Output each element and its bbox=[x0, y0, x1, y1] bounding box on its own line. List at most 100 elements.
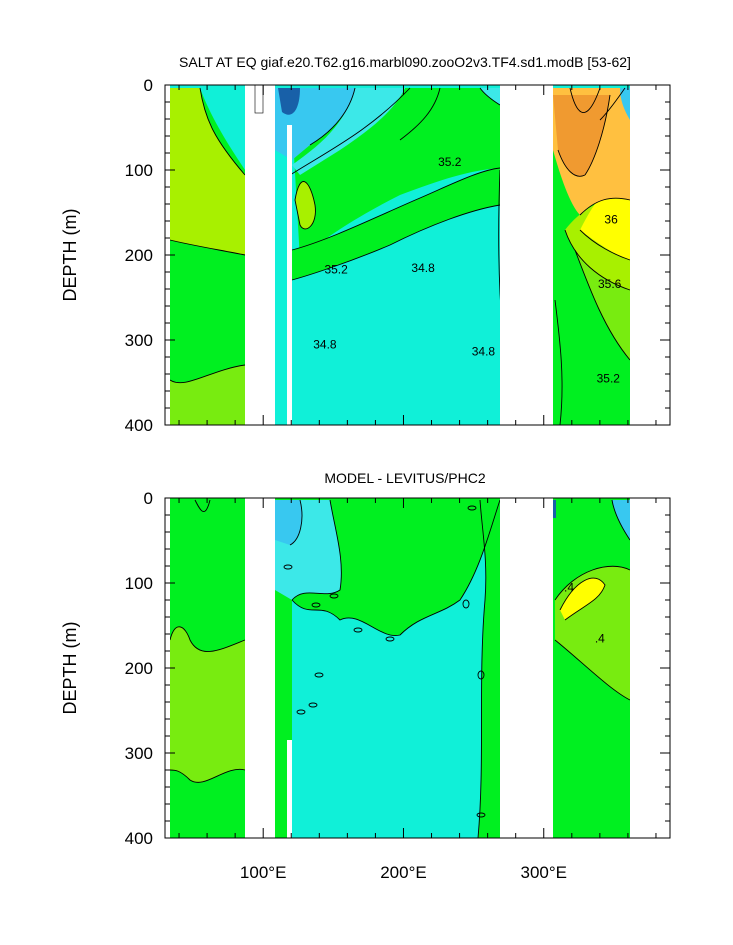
contour-line bbox=[291, 499, 342, 601]
land-mask bbox=[254, 85, 264, 114]
contour-line bbox=[477, 499, 487, 838]
contour-label: 34.8 bbox=[313, 338, 337, 352]
contour-line bbox=[169, 768, 246, 783]
fill-negative-atl-corner bbox=[612, 500, 630, 540]
panel-1-ticks: 0 100 200 300 400 bbox=[125, 76, 670, 435]
panel-2-ylabel: DEPTH (m) bbox=[60, 622, 80, 715]
contour-label: .4 bbox=[595, 632, 605, 646]
panel-2-contour-fills bbox=[165, 498, 670, 838]
contour-label: 34.8 bbox=[411, 261, 435, 275]
contour-oval bbox=[353, 627, 363, 633]
fill-positive-strong-atl bbox=[560, 578, 605, 620]
contour-line bbox=[584, 94, 611, 176]
fill-low-atl-corner bbox=[620, 88, 630, 120]
panel-2-contour-lines bbox=[169, 499, 631, 838]
contour-line bbox=[559, 577, 606, 621]
land-mask bbox=[500, 85, 553, 425]
contour-line bbox=[569, 87, 601, 113]
land-mask bbox=[245, 85, 275, 425]
contour-oval bbox=[476, 812, 486, 818]
contour-oval bbox=[283, 564, 293, 570]
panel-1: SALT AT EQ giaf.e20.T62.g16.marbl090.zoo… bbox=[60, 54, 671, 435]
contour-oval bbox=[467, 505, 477, 511]
contour-oval bbox=[296, 709, 306, 715]
panel-2: MODEL - LEVITUS/PHC2 bbox=[60, 470, 671, 882]
fill-orange-atl bbox=[553, 95, 610, 177]
contour-line bbox=[169, 239, 246, 256]
fill-positive-ep bbox=[478, 500, 500, 838]
contour-oval bbox=[314, 672, 324, 678]
contour-line bbox=[291, 499, 501, 636]
contour-oval bbox=[329, 593, 339, 599]
panel-1-title: SALT AT EQ giaf.e20.T62.g16.marbl090.zoo… bbox=[179, 54, 631, 70]
contour-line bbox=[309, 87, 356, 146]
contour-line bbox=[169, 364, 246, 384]
y-tick-label: 300 bbox=[125, 744, 153, 763]
contour-line bbox=[611, 499, 631, 541]
fill-green-band bbox=[292, 168, 500, 280]
contour-line bbox=[291, 167, 501, 251]
y-tick-label: 100 bbox=[125, 161, 153, 180]
contour-line bbox=[399, 87, 441, 141]
contour-line bbox=[599, 87, 626, 121]
fill-cyan-left-top bbox=[200, 88, 245, 170]
contour-line bbox=[579, 197, 631, 216]
fill-lowmid-cyan-wp bbox=[292, 88, 405, 175]
fill-negative-wp bbox=[275, 500, 302, 545]
land-mask bbox=[245, 498, 275, 838]
contour-line bbox=[554, 565, 631, 601]
contour-line bbox=[289, 499, 303, 546]
panel-2-contour-labels: .4 .4 bbox=[564, 581, 605, 646]
land-mask bbox=[500, 498, 553, 838]
x-tick-label: 300°E bbox=[520, 863, 567, 882]
y-tick-label: 300 bbox=[125, 331, 153, 350]
panel-1-ylabel: DEPTH (m) bbox=[60, 209, 80, 302]
x-tick-label: 200°E bbox=[380, 863, 427, 882]
panel-2-ticks: 0 100 200 300 400 100°E 200°E 300°E bbox=[125, 489, 670, 882]
y-tick-label: 0 bbox=[144, 76, 153, 95]
land-mask bbox=[287, 125, 292, 425]
fill-near-zero-neg bbox=[292, 500, 500, 838]
contour-label: 35.2 bbox=[324, 263, 348, 277]
fill-lowest-wp bbox=[278, 88, 300, 115]
contour-oval bbox=[311, 602, 321, 608]
contour-line bbox=[199, 87, 246, 176]
contour-oval bbox=[462, 599, 470, 609]
x-tick-label: 100°E bbox=[240, 863, 287, 882]
contour-line bbox=[289, 87, 411, 176]
contour-line bbox=[194, 499, 211, 512]
fill-cyan-ep bbox=[480, 88, 500, 105]
fill-lightgreen-left bbox=[170, 365, 245, 425]
fill-positive-left bbox=[170, 626, 245, 783]
contour-oval bbox=[308, 702, 318, 708]
contour-label: 36 bbox=[604, 213, 618, 227]
y-tick-label: 200 bbox=[125, 246, 153, 265]
panel-1-contour-fills bbox=[165, 85, 670, 425]
panel-1-contour-labels: 35.2 35.2 34.8 34.8 34.8 36 35.6 35.2 bbox=[313, 155, 621, 386]
contour-line bbox=[557, 149, 586, 177]
contour-line bbox=[554, 639, 631, 701]
contour-line bbox=[294, 181, 316, 230]
contour-label: 35.2 bbox=[438, 155, 462, 169]
contour-line bbox=[554, 299, 563, 425]
fill-lightgreen-central bbox=[295, 181, 316, 229]
fill-yellowgreen-left bbox=[170, 88, 245, 255]
contour-line bbox=[564, 229, 631, 291]
y-tick-label: 400 bbox=[125, 416, 153, 435]
contour-label: 35.6 bbox=[598, 277, 622, 291]
land-mask bbox=[287, 740, 292, 838]
contour-line bbox=[479, 87, 501, 106]
contour-line bbox=[291, 204, 501, 281]
y-tick-label: 0 bbox=[144, 489, 153, 508]
contour-label: 35.2 bbox=[597, 372, 621, 386]
contour-line bbox=[579, 229, 631, 261]
contour-label: 34.8 bbox=[472, 344, 496, 358]
contour-line bbox=[574, 249, 631, 361]
panel-2-title: MODEL - LEVITUS/PHC2 bbox=[324, 470, 486, 486]
y-tick-label: 400 bbox=[125, 829, 153, 848]
y-tick-label: 100 bbox=[125, 574, 153, 593]
y-tick-label: 200 bbox=[125, 659, 153, 678]
fill-lightgreen-atl bbox=[575, 250, 630, 360]
contour-label: .4 bbox=[564, 581, 574, 595]
